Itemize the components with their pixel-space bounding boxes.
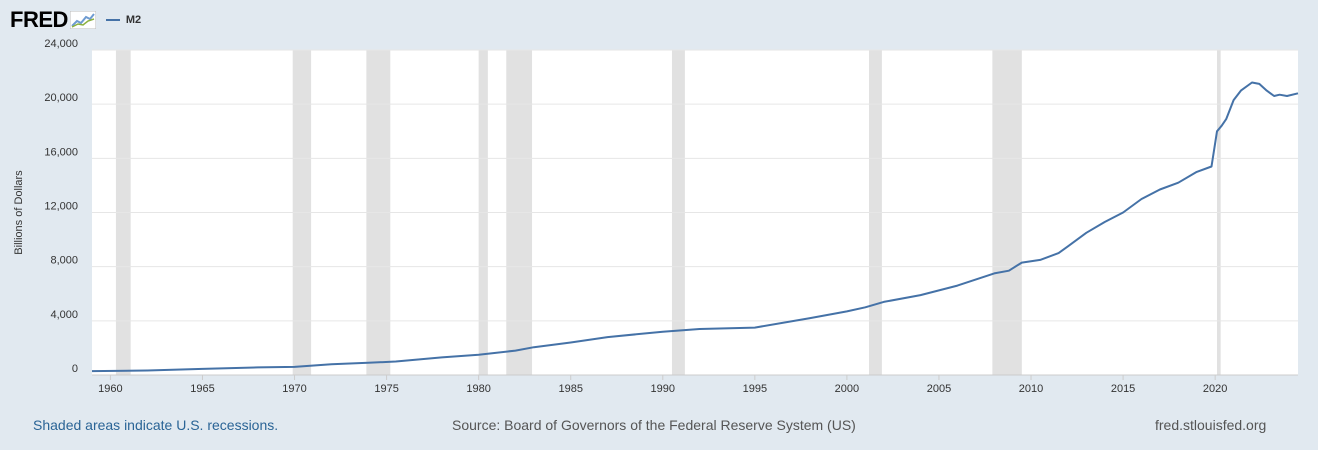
y-tick-label-4000: 4,000 [50,309,78,321]
fred-logo[interactable]: FRED [10,7,68,32]
x-tick-label-2015: 2015 [1111,383,1135,395]
recession-note-link[interactable]: Shaded areas indicate U.S. recessions. [33,417,279,433]
legend[interactable]: M2 [105,14,142,26]
source-text: Source: Board of Governors of the Federa… [452,417,856,433]
y-axis-label: Billions of Dollars [13,170,25,255]
y-tick-label-20000: 20,000 [44,92,78,104]
legend-label-m2: M2 [125,14,142,26]
x-tick-label-2010: 2010 [1019,383,1043,395]
grid-lines [92,49,1298,322]
y-tick-label-24000: 24,000 [44,38,78,50]
legend-swatch [105,19,120,21]
x-tick-label-1975: 1975 [374,383,398,395]
x-tick-label-1985: 1985 [558,383,582,395]
x-tick-label-2005: 2005 [927,383,951,395]
y-tick-label-8000: 8,000 [50,255,78,267]
m2-line-chart[interactable]: 0 4,000 8,000 12,000 16,000 20,000 24,000 1960 1… [0,0,1318,410]
y-tick-label-12000: 12,000 [44,201,78,213]
x-tick-label-1965: 1965 [190,383,214,395]
x-tick-label-1980: 1980 [466,383,490,395]
x-tick-label-1995: 1995 [743,383,767,395]
chart-header: FRED M2 [10,6,141,34]
x-tick-label-2020: 2020 [1203,383,1227,395]
series-line-m2 [91,81,1299,373]
axes: 0 4,000 8,000 12,000 16,000 20,000 24,000 1960 1… [44,38,1298,395]
x-tick-label-2000: 2000 [835,383,859,395]
x-tick-label-1970: 1970 [282,383,306,395]
fred-graph-icon [69,11,96,29]
y-tick-label-0: 0 [72,363,78,375]
y-tick-label-16000: 16,000 [44,146,78,158]
x-tick-label-1990: 1990 [651,383,675,395]
x-tick-label-1960: 1960 [98,383,122,395]
site-link[interactable]: fred.stlouisfed.org [1155,417,1267,433]
